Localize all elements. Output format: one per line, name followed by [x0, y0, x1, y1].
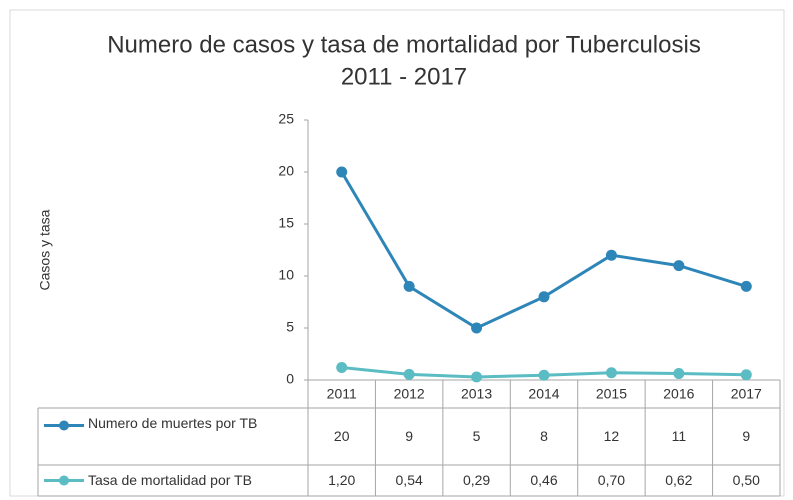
table-value: 20 — [334, 428, 350, 444]
x-tick-label: 2013 — [461, 386, 492, 402]
table-value: 8 — [540, 428, 548, 444]
table-value: 0,46 — [530, 472, 557, 488]
chart-title: Numero de casos y tasa de mortalidad por… — [107, 31, 701, 58]
table-value: 9 — [742, 428, 750, 444]
x-tick-label: 2015 — [596, 386, 627, 402]
y-tick-label: 0 — [286, 371, 294, 387]
y-tick-label: 20 — [278, 163, 294, 179]
y-tick-label: 25 — [278, 111, 294, 127]
table-value: 0,54 — [396, 472, 423, 488]
table-value: 0,62 — [665, 472, 692, 488]
data-point — [538, 291, 550, 303]
x-tick-label: 2012 — [394, 386, 425, 402]
chart-border — [9, 9, 785, 497]
x-tick-label: 2014 — [528, 386, 559, 402]
legend-entry: Tasa de mortalidad por TB — [88, 471, 252, 488]
legend-label: Tasa de mortalidad por TB — [88, 471, 252, 488]
data-point — [403, 280, 415, 292]
legend-marker — [59, 420, 69, 431]
table-value: 0,29 — [463, 472, 490, 488]
table-value: 12 — [604, 428, 620, 444]
y-axis-label: Casos y tasa — [37, 209, 53, 290]
data-point — [471, 371, 483, 383]
legend-label: Numero de muertes por TB — [88, 415, 258, 431]
data-point — [673, 368, 685, 380]
legend-entry: Numero de muertes por TB — [88, 415, 258, 431]
y-tick-label: 10 — [278, 267, 294, 283]
table-value: 1,20 — [328, 472, 355, 488]
data-point — [740, 369, 752, 381]
table-value: 9 — [405, 428, 413, 444]
legend-marker — [59, 475, 69, 486]
data-point — [336, 362, 348, 374]
x-tick-label: 2017 — [731, 386, 762, 402]
x-tick-label: 2016 — [663, 386, 694, 402]
x-tick-label: 2011 — [327, 386, 357, 402]
y-tick-label: 5 — [286, 319, 294, 335]
table-value: 5 — [473, 428, 481, 444]
data-point — [403, 368, 415, 380]
data-point — [538, 369, 550, 381]
data-point — [336, 166, 348, 178]
data-point — [605, 249, 617, 261]
data-point — [605, 367, 617, 379]
table-value: 0,50 — [733, 472, 760, 488]
table-value: 0,70 — [598, 472, 625, 488]
chart-title: 2011 - 2017 — [341, 63, 467, 90]
data-point — [471, 322, 483, 334]
data-point — [673, 260, 685, 272]
table-value: 11 — [672, 428, 687, 444]
data-point — [740, 280, 752, 292]
y-tick-label: 15 — [278, 215, 294, 231]
